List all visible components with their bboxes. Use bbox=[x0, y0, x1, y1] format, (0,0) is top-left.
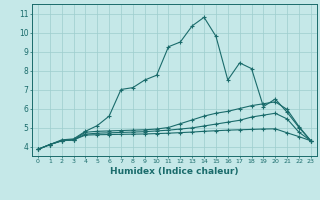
X-axis label: Humidex (Indice chaleur): Humidex (Indice chaleur) bbox=[110, 167, 239, 176]
